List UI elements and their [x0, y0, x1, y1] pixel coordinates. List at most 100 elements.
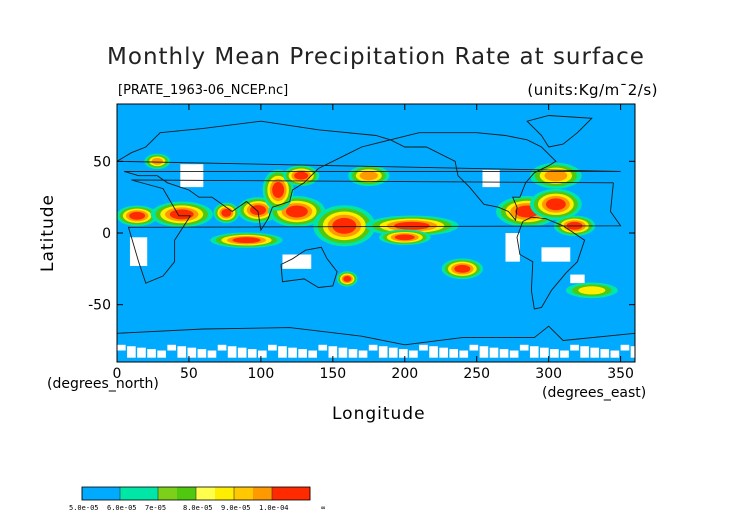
coastline-1 [117, 120, 621, 232]
precip-region-10 [378, 229, 431, 246]
antarctic-missing-block [399, 349, 408, 358]
antarctic-missing-block [328, 346, 338, 358]
colorbar-swatch [234, 487, 254, 500]
y-tick-label: 50 [93, 154, 111, 170]
colorbar-label: 8.0e-05 [183, 504, 213, 512]
antarctic-missing-block [237, 347, 247, 358]
antarctic-missing-block [288, 347, 297, 358]
antarctic-missing-block [499, 349, 509, 358]
colorbar-swatch [120, 487, 140, 500]
y-axis: -50 0 50 [88, 154, 635, 314]
antarctic-missing-block [459, 350, 469, 358]
coastline-2 [280, 246, 338, 288]
colorbar-swatch [139, 487, 159, 500]
x-tick-label: 100 [248, 366, 275, 382]
antarctic-missing-block [167, 344, 176, 351]
missing-region-5 [570, 274, 585, 284]
missing-region-2 [282, 254, 312, 269]
antarctic-missing-block [600, 349, 610, 358]
x-axis-unit: (degrees_east) [542, 385, 647, 401]
colorbar-swatch [272, 487, 311, 500]
x-axis-label: Longitude [332, 404, 426, 424]
x-tick-label: 50 [180, 366, 198, 382]
antarctic-missing-block [227, 346, 237, 358]
missing-region-1 [129, 237, 148, 266]
source-file-label: [PRATE_1963-06_NCEP.nc] [118, 83, 289, 98]
antarctic-missing-block [278, 346, 287, 358]
antarctic-missing-block [177, 346, 187, 358]
antarctic-missing-block [217, 344, 227, 351]
antarctic-missing-block [388, 347, 398, 358]
colorbar-label: 7e-05 [145, 504, 167, 512]
precip-region-3 [210, 232, 283, 248]
antarctic-missing-block [429, 346, 438, 358]
antarctic-missing-block [358, 350, 368, 358]
antarctic-missing-block [550, 349, 559, 358]
precip-region-0 [117, 205, 158, 227]
colorbar-swatch [177, 487, 197, 500]
antarctic-missing-block [247, 349, 257, 358]
antarctic-missing-block [479, 346, 489, 358]
x-tick-label: 350 [607, 366, 634, 382]
missing-region-0 [180, 164, 204, 188]
antarctic-missing-block [268, 344, 277, 351]
antarctic-missing-block [197, 349, 207, 358]
colorbar-swatch [196, 487, 216, 500]
antarctic-missing-block [560, 350, 569, 358]
coastline-5 [526, 115, 593, 148]
precip-region-9 [365, 215, 459, 237]
y-tick-label: 0 [102, 226, 111, 242]
colorbar-frame [81, 486, 311, 501]
units-label: (units:Kg/m¯2/s) [527, 81, 658, 99]
antarctic-missing-block [620, 344, 630, 351]
precip-region-1 [150, 201, 213, 228]
antarctic-missing-block [449, 349, 459, 358]
x-tick-label: 150 [319, 366, 346, 382]
precip-region-18 [529, 162, 582, 189]
precip-region-14 [529, 188, 582, 220]
antarctic-missing-block [419, 344, 428, 351]
antarctic-missing-block [540, 347, 549, 358]
antarctic-missing-block [610, 350, 620, 358]
precip-region-8 [313, 205, 376, 247]
x-tick-label: 0 [113, 366, 122, 382]
precip-region-11 [441, 258, 484, 280]
coastline-0 [127, 179, 622, 284]
colorbar-label: 5.0e-05 [69, 504, 99, 512]
y-axis-label: Latitude [38, 194, 58, 272]
antarctic-missing-block [519, 344, 529, 351]
antarctic-missing-block [409, 350, 418, 358]
missing-region-6 [482, 169, 500, 188]
x-axis: 0 50 100 150 200 250 300 350 [113, 104, 634, 382]
coastlines [117, 115, 635, 346]
antarctic-missing-block [570, 344, 579, 351]
colorbar [81, 486, 311, 501]
coastline-4 [516, 216, 586, 310]
antarctic-missing-block [308, 350, 318, 358]
colorbar-swatch [82, 487, 121, 500]
antarctic-missing-block [187, 347, 197, 358]
colorbar-swatch [215, 487, 235, 500]
precip-region-6 [262, 169, 294, 211]
antarctic-missing-block [338, 347, 348, 358]
antarctic-missing-block [509, 350, 519, 358]
missing-region-3 [505, 233, 520, 262]
antarctic-missing-block [439, 347, 448, 358]
precip-region-12 [336, 271, 358, 287]
antarctic-missing-block [127, 346, 136, 358]
antarctic-missing-block [318, 344, 328, 351]
colorbar-label: ∞ [321, 504, 326, 512]
precip-region-7 [283, 165, 320, 186]
plot-background [117, 104, 635, 362]
chart-title: Monthly Mean Precipitation Rate at surfa… [107, 44, 645, 70]
antarctic-missing-block [258, 350, 267, 358]
antarctic-missing-block [590, 347, 600, 358]
antarctic-missing-block [469, 344, 479, 351]
colorbar-swatch [253, 487, 273, 500]
precip-region-19 [565, 282, 618, 299]
colorbar-label: 6.0e-05 [107, 504, 137, 512]
antarctic-missing-block [529, 346, 539, 358]
antarctic-missing-block [368, 344, 378, 351]
antarctic-missing-block [157, 350, 166, 358]
